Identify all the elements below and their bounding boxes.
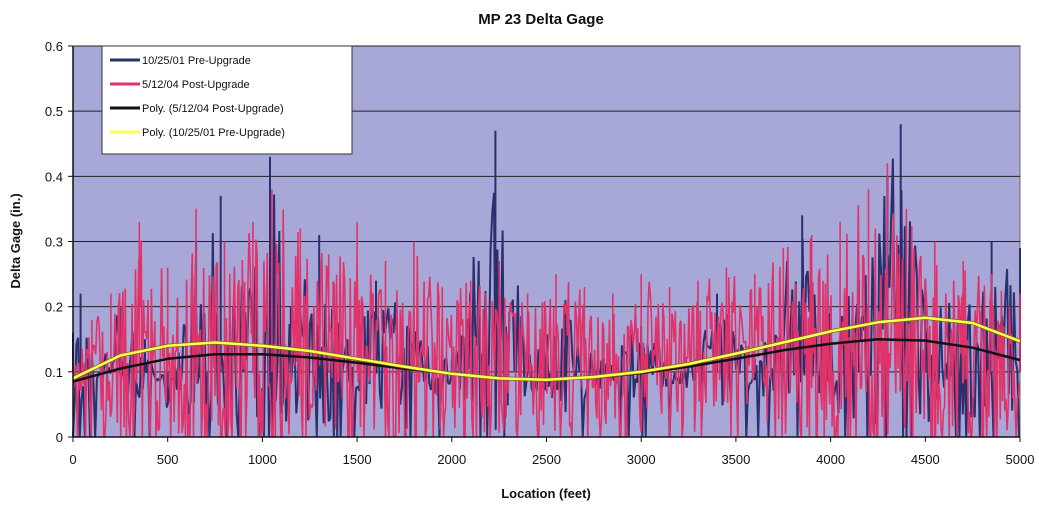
- y-tick-label-4: 0.4: [45, 169, 63, 184]
- x-tick-label-3: 1500: [343, 452, 372, 467]
- x-tick-label-8: 4000: [816, 452, 845, 467]
- x-tick-label-4: 2000: [437, 452, 466, 467]
- legend-label-0: 10/25/01 Pre-Upgrade: [142, 55, 251, 67]
- chart-title: MP 23 Delta Gage: [478, 11, 604, 28]
- x-tick-label-7: 3500: [721, 452, 750, 467]
- y-tick-label-2: 0.2: [45, 300, 63, 315]
- y-tick-label-3: 0.3: [45, 235, 63, 250]
- series-line-1: [72, 163, 1021, 438]
- series-line-3: [72, 316, 1021, 381]
- y-axis-label: Delta Gage (in.): [8, 193, 23, 288]
- y-tick-label-6: 0.6: [45, 39, 63, 54]
- y-tick-label-0: 0: [56, 430, 63, 445]
- legend-label-2: Poly. (5/12/04 Post-Upgrade): [142, 103, 284, 115]
- x-tick-label-9: 4500: [911, 452, 940, 467]
- series-group: [72, 124, 1021, 438]
- x-tick-label-1: 500: [157, 452, 179, 467]
- tick-labels: 0 0.1 0.2 0.3 0.4 0.5 0.6 0 500 1000 1500 2000 2500 3…: [45, 39, 1035, 467]
- x-tick-label-2: 1000: [248, 452, 277, 467]
- legend-label-3: Poly. (10/25/01 Pre-Upgrade): [142, 127, 285, 139]
- legend: 10/25/01 Pre-Upgrade 5/12/04 Post-Upgrade…: [101, 45, 353, 155]
- legend-box: [101, 45, 353, 155]
- y-tick-label-5: 0.5: [45, 104, 63, 119]
- x-tick-label-0: 0: [69, 452, 76, 467]
- legend-label-1: 5/12/04 Post-Upgrade: [142, 79, 250, 91]
- x-axis-label: Location (feet): [501, 486, 591, 501]
- x-tick-label-6: 3000: [627, 452, 656, 467]
- x-tick-label-10: 5000: [1006, 452, 1035, 467]
- x-tick-label-5: 2500: [532, 452, 561, 467]
- y-tick-label-1: 0.1: [45, 365, 63, 380]
